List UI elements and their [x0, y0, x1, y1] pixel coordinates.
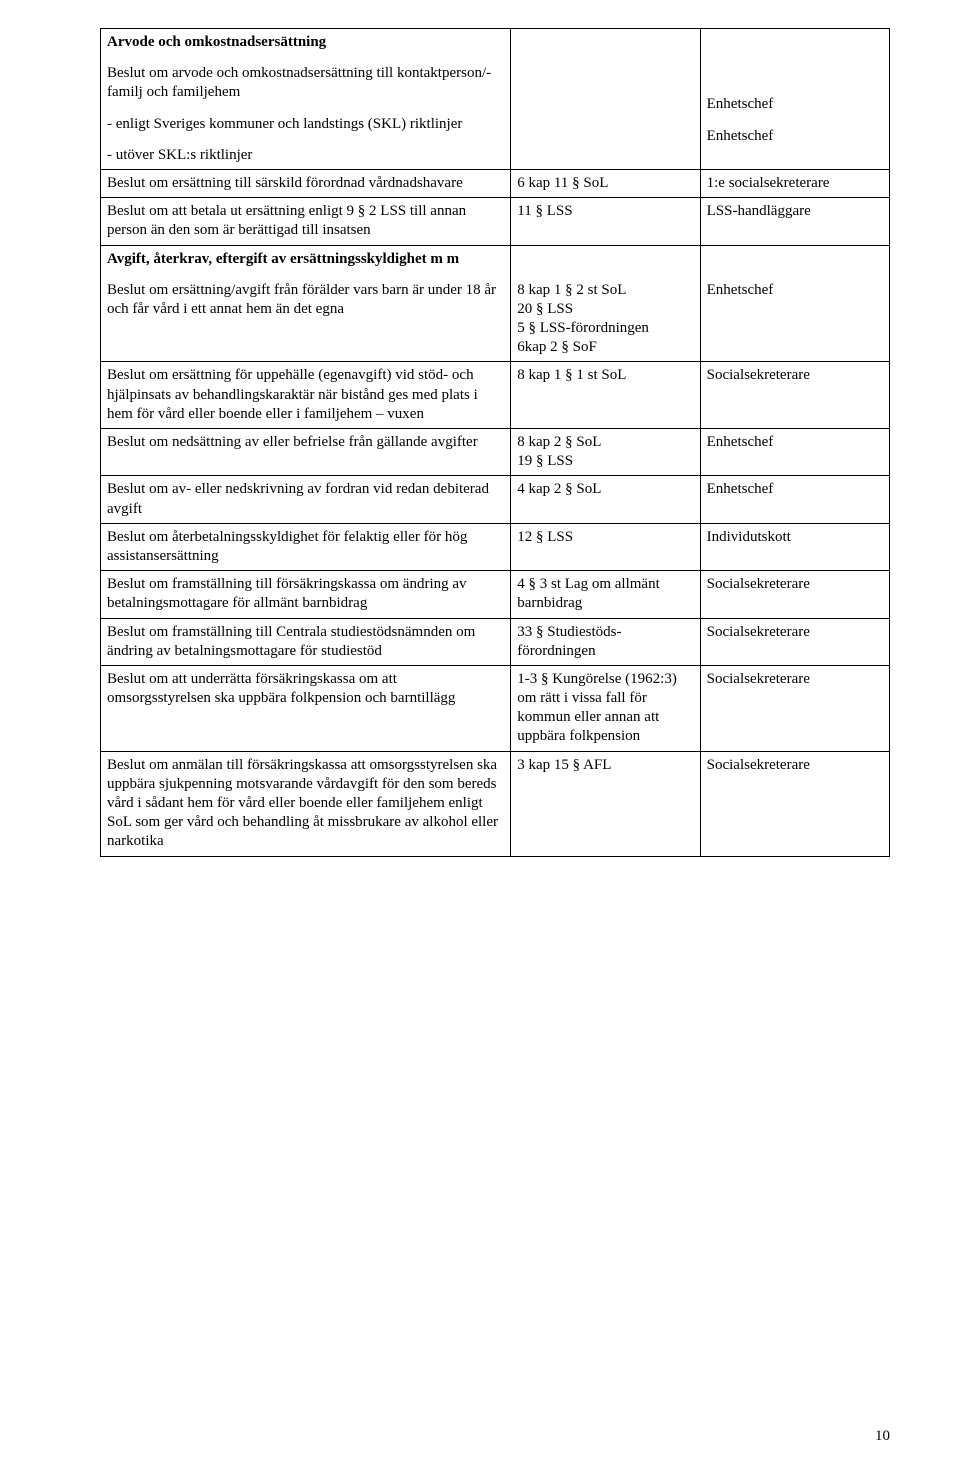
- cell-paragraph: Beslut om återbetalningsskyldighet för f…: [107, 528, 504, 566]
- table-row: Beslut om av- eller nedskrivning av ford…: [101, 476, 890, 523]
- table-cell: Socialsekreterare: [700, 571, 889, 618]
- cell-paragraph: [707, 33, 883, 52]
- table-row: Beslut om nedsättning av eller befrielse…: [101, 429, 890, 476]
- cell-paragraph: Beslut om ersättning/avgift från förälde…: [107, 281, 504, 319]
- table-cell: Socialsekreterare: [700, 618, 889, 665]
- cell-paragraph: Socialsekreterare: [707, 366, 883, 385]
- cell-paragraph: [707, 250, 883, 269]
- cell-paragraph: Beslut om att betala ut ersättning enlig…: [107, 202, 504, 240]
- cell-paragraph: Beslut om nedsättning av eller befrielse…: [107, 433, 504, 452]
- cell-paragraph: LSS-handläggare: [707, 202, 883, 221]
- table-row: Beslut om framställning till försäkrings…: [101, 571, 890, 618]
- cell-paragraph: Enhetschef: [707, 95, 883, 114]
- table-row: Beslut om ersättning för uppehälle (egen…: [101, 362, 890, 429]
- cell-paragraph: Socialsekreterare: [707, 756, 883, 775]
- cell-paragraph: 8 kap 2 § SoL19 § LSS: [517, 433, 693, 471]
- table-cell: 8 kap 1 § 2 st SoL20 § LSS5 § LSS-förord…: [511, 245, 700, 362]
- document-table: Arvode och omkostnadsersättning Beslut om…: [100, 28, 890, 857]
- cell-paragraph: [517, 33, 693, 52]
- table-cell: 8 kap 1 § 1 st SoL: [511, 362, 700, 429]
- table-cell: 4 § 3 st Lag om allmänt barnbidrag: [511, 571, 700, 618]
- table-cell: Beslut om återbetalningsskyldighet för f…: [101, 523, 511, 570]
- cell-paragraph: Beslut om ersättning för uppehälle (egen…: [107, 366, 504, 424]
- cell-paragraph: Beslut om arvode och omkostnadsersättnin…: [107, 64, 504, 102]
- cell-paragraph: Enhetschef: [707, 480, 883, 499]
- table-cell: Beslut om framställning till Centrala st…: [101, 618, 511, 665]
- page-number: 10: [875, 1428, 890, 1445]
- table-row: Beslut om framställning till Centrala st…: [101, 618, 890, 665]
- table-cell: 12 § LSS: [511, 523, 700, 570]
- cell-paragraph: Beslut om framställning till Centrala st…: [107, 623, 504, 661]
- cell-paragraph: 8 kap 1 § 2 st SoL20 § LSS5 § LSS-förord…: [517, 281, 693, 358]
- cell-paragraph: Enhetschef: [707, 127, 883, 146]
- cell-paragraph: Socialsekreterare: [707, 670, 883, 689]
- cell-paragraph: Beslut om anmälan till försäkringskassa …: [107, 756, 504, 852]
- table-cell: Socialsekreterare: [700, 665, 889, 751]
- table-row: Beslut om återbetalningsskyldighet för f…: [101, 523, 890, 570]
- cell-paragraph: [517, 250, 693, 269]
- table-cell: LSS-handläggare: [700, 198, 889, 245]
- table-cell: 33 § Studiestöds­förordningen: [511, 618, 700, 665]
- cell-paragraph: 12 § LSS: [517, 528, 693, 547]
- cell-paragraph: Beslut om ersättning till särskild föror…: [107, 174, 504, 193]
- table-cell: 6 kap 11 § SoL: [511, 169, 700, 197]
- cell-paragraph: 1-3 § Kungörelse (1962:3) om rätt i viss…: [517, 670, 693, 747]
- table-cell: Enhetschef: [700, 429, 889, 476]
- table-cell: 11 § LSS: [511, 198, 700, 245]
- table-cell: Beslut om ersättning för uppehälle (egen…: [101, 362, 511, 429]
- table-cell: 1-3 § Kungörelse (1962:3) om rätt i viss…: [511, 665, 700, 751]
- table-cell: Socialsekreterare: [700, 362, 889, 429]
- table-row: Beslut om att underrätta försäkringskass…: [101, 665, 890, 751]
- cell-paragraph: Enhetschef: [707, 433, 883, 452]
- table-cell: 4 kap 2 § SoL: [511, 476, 700, 523]
- table-cell: Avgift, återkrav, eftergift av ersättnin…: [101, 245, 511, 362]
- table-cell: 8 kap 2 § SoL19 § LSS: [511, 429, 700, 476]
- table-row: Beslut om ersättning till särskild föror…: [101, 169, 890, 197]
- cell-paragraph: Beslut om av- eller nedskrivning av ford…: [107, 480, 504, 518]
- cell-paragraph: 1:e socialsekreterare: [707, 174, 883, 193]
- cell-paragraph: 33 § Studiestöds­förordningen: [517, 623, 693, 661]
- table-row: Arvode och omkostnadsersättning Beslut om…: [101, 29, 890, 170]
- table-cell: Beslut om nedsättning av eller befrielse…: [101, 429, 511, 476]
- table-row: Beslut om att betala ut ersättning enlig…: [101, 198, 890, 245]
- cell-paragraph: Individutskott: [707, 528, 883, 547]
- table-cell: Enhetschef Enhetschef: [700, 29, 889, 170]
- table-cell: Beslut om anmälan till försäkringskassa …: [101, 751, 511, 856]
- cell-paragraph: Beslut om framställning till försäkrings…: [107, 575, 504, 613]
- cell-paragraph: - utöver SKL:s riktlinjer: [107, 146, 504, 165]
- table-cell: Beslut om att underrätta försäkringskass…: [101, 665, 511, 751]
- cell-paragraph: - enligt Sveriges kommuner och landsting…: [107, 115, 504, 134]
- cell-paragraph: 11 § LSS: [517, 202, 693, 221]
- cell-paragraph: 4 kap 2 § SoL: [517, 480, 693, 499]
- cell-paragraph: Avgift, återkrav, eftergift av ersättnin…: [107, 250, 504, 269]
- cell-paragraph: 6 kap 11 § SoL: [517, 174, 693, 193]
- table-row: Beslut om anmälan till försäkringskassa …: [101, 751, 890, 856]
- cell-paragraph: 3 kap 15 § AFL: [517, 756, 693, 775]
- table-cell: Beslut om ersättning till särskild föror…: [101, 169, 511, 197]
- table-cell: Beslut om framställning till försäkrings…: [101, 571, 511, 618]
- table-cell: [511, 29, 700, 170]
- table-row: Avgift, återkrav, eftergift av ersättnin…: [101, 245, 890, 362]
- table-cell: Arvode och omkostnadsersättning Beslut om…: [101, 29, 511, 170]
- table-cell: 3 kap 15 § AFL: [511, 751, 700, 856]
- cell-paragraph: 4 § 3 st Lag om allmänt barnbidrag: [517, 575, 693, 613]
- table-cell: Beslut om av- eller nedskrivning av ford…: [101, 476, 511, 523]
- table-cell: Socialsekreterare: [700, 751, 889, 856]
- cell-paragraph: Beslut om att underrätta försäkringskass…: [107, 670, 504, 708]
- cell-paragraph: [707, 64, 883, 83]
- table-cell: Enhetschef: [700, 476, 889, 523]
- table-cell: Enhetschef: [700, 245, 889, 362]
- cell-paragraph: Arvode och omkostnadsersättning: [107, 33, 504, 52]
- cell-paragraph: Socialsekreterare: [707, 623, 883, 642]
- cell-paragraph: 8 kap 1 § 1 st SoL: [517, 366, 693, 385]
- cell-paragraph: Enhetschef: [707, 281, 883, 300]
- cell-paragraph: Socialsekreterare: [707, 575, 883, 594]
- table-cell: 1:e socialsekreterare: [700, 169, 889, 197]
- table-cell: Beslut om att betala ut ersättning enlig…: [101, 198, 511, 245]
- table-cell: Individutskott: [700, 523, 889, 570]
